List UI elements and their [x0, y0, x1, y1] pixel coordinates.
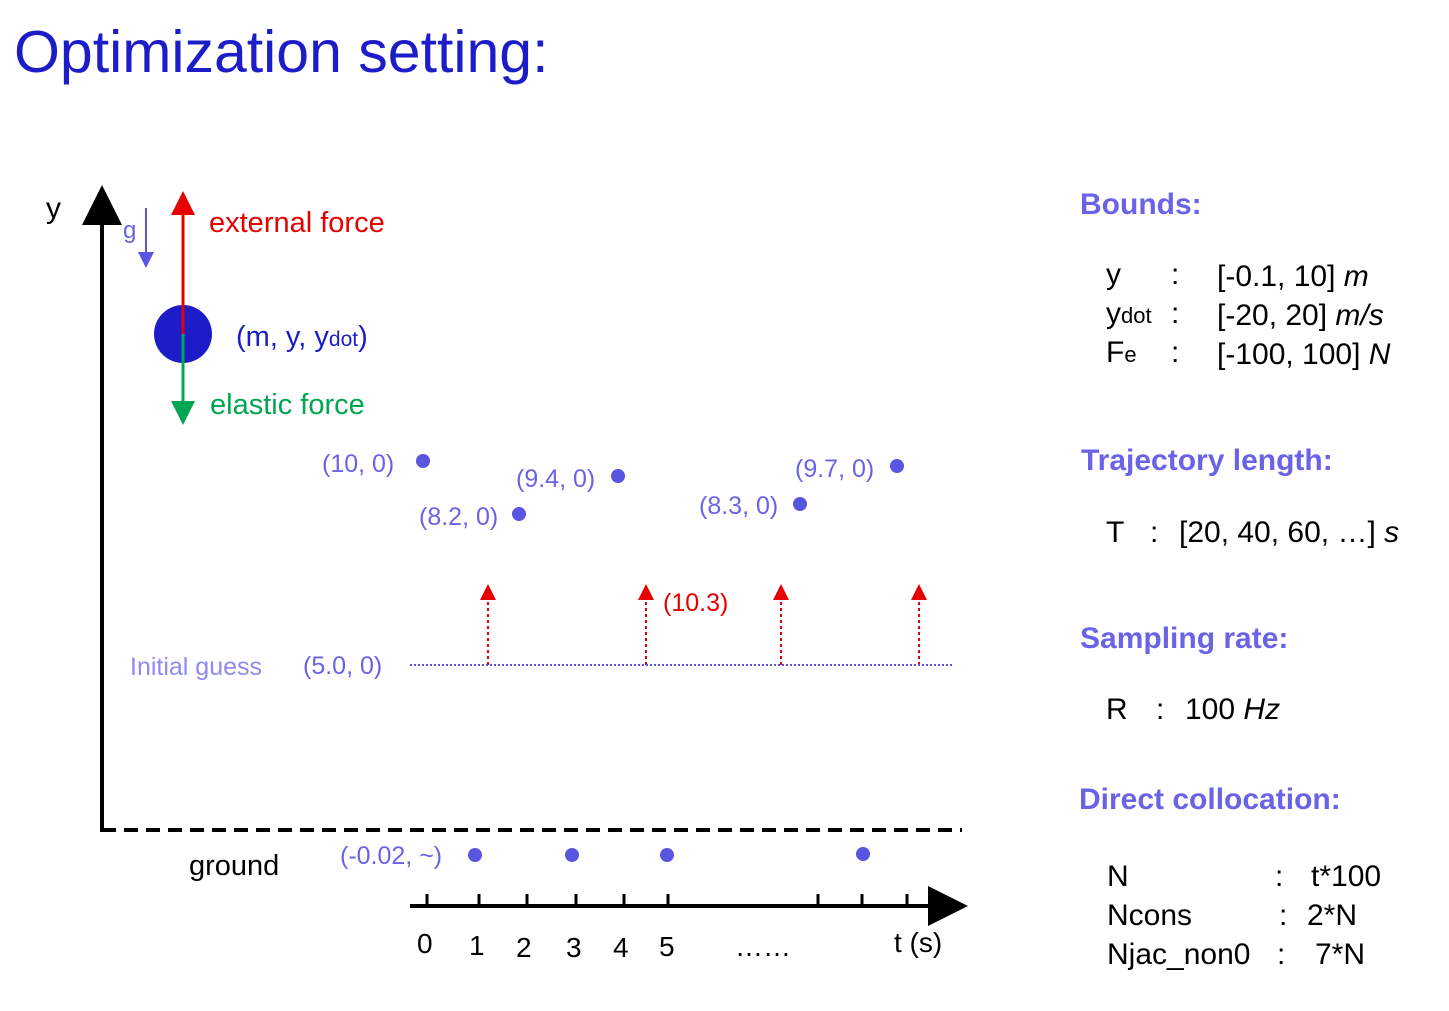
- sampling-name: R: [1106, 693, 1128, 726]
- state-label-end: ): [358, 321, 368, 353]
- initial-guess-label: Initial guess: [130, 653, 262, 681]
- sampling-unit: Hz: [1243, 693, 1281, 726]
- bound-range-y: [-0.1, 10] m: [1217, 260, 1369, 294]
- sampling-value-row: 100 Hz: [1185, 693, 1280, 727]
- time-axis-label: t (s): [894, 927, 942, 958]
- external-force-label: external force: [209, 207, 385, 239]
- point-label-5: (9.7, 0): [795, 455, 874, 483]
- bound-unit-y: m: [1343, 260, 1369, 293]
- collocation-value-ncons: 2*N: [1307, 899, 1358, 932]
- state-label-sub: dot: [329, 328, 358, 351]
- slide-title: Optimization setting:: [14, 19, 549, 85]
- collocation-colon-njac: :: [1277, 938, 1286, 971]
- trajectory-colon: :: [1150, 516, 1159, 549]
- bound-row-y: y: [1106, 258, 1121, 292]
- ground-point-2: [565, 848, 579, 862]
- state-label: (m, y, ydot): [236, 321, 368, 353]
- point-dot-5: [890, 459, 904, 473]
- bound-range-ydot-value: [-20, 20]: [1217, 299, 1328, 332]
- point-dot-1: [416, 454, 430, 468]
- bound-range-fe: [-100, 100] N: [1217, 338, 1390, 372]
- elastic-force-label: elastic force: [210, 389, 365, 421]
- point-label-4: (8.3, 0): [699, 492, 778, 520]
- initial-guess-value: (5.0, 0): [303, 652, 382, 680]
- collocation-colon-ncons: :: [1279, 899, 1288, 932]
- y-axis-label: y: [46, 192, 61, 225]
- point-dot-4: [793, 497, 807, 511]
- trajectory-value: [20, 40, 60, …]: [1179, 516, 1376, 549]
- trajectory-name: T: [1106, 516, 1125, 549]
- gravity-label: g: [123, 217, 136, 244]
- sampling-heading: Sampling rate:: [1080, 622, 1289, 655]
- bound-name-fe: F: [1106, 336, 1125, 369]
- time-tick-label-5: 5: [659, 931, 675, 962]
- collocation-value-njac: 7*N: [1315, 938, 1366, 971]
- bound-name-ydot: y: [1106, 297, 1121, 330]
- time-tick-label-0: 0: [417, 928, 433, 959]
- collocation-name-njac: Njac_non0: [1107, 938, 1251, 971]
- bound-row-fe: Fe: [1106, 336, 1137, 370]
- point-label-1: (10, 0): [322, 450, 394, 478]
- collocation-name-n: N: [1107, 860, 1129, 893]
- bound-colon-fe: :: [1171, 336, 1180, 369]
- point-label-3: (8.2, 0): [419, 503, 498, 531]
- ground-point-1: [468, 848, 482, 862]
- bound-row-ydot: ydot: [1106, 297, 1152, 331]
- bound-unit-fe: N: [1368, 338, 1391, 371]
- ground-point-3: [660, 848, 674, 862]
- force-value-label: (10.3): [663, 589, 728, 617]
- sampling-value: 100: [1185, 693, 1236, 726]
- bound-range-fe-value: [-100, 100]: [1217, 338, 1361, 371]
- bound-colon-y: :: [1171, 258, 1180, 291]
- state-label-main: (m, y, y: [236, 321, 329, 353]
- collocation-name-ncons: Ncons: [1107, 899, 1193, 932]
- time-tick-label-1: 1: [469, 930, 485, 961]
- physics-diagram: y g external force elastic force (m, y, …: [46, 185, 968, 963]
- collocation-heading: Direct collocation:: [1079, 783, 1341, 816]
- bound-range-y-value: [-0.1, 10]: [1217, 260, 1336, 293]
- point-dot-2: [611, 469, 625, 483]
- time-tick-label-2: 2: [516, 932, 532, 963]
- time-tick-label-3: 3: [566, 932, 582, 963]
- ground-point-4: [856, 847, 870, 861]
- bound-colon-ydot: :: [1171, 297, 1180, 330]
- time-axis-ticks: [425, 894, 909, 906]
- sampling-colon: :: [1156, 693, 1165, 726]
- bound-sub-fe: e: [1124, 342, 1137, 367]
- collocation-value-n: t*100: [1311, 860, 1382, 893]
- point-label-2: (9.4, 0): [516, 465, 595, 493]
- trajectory-heading: Trajectory length:: [1081, 444, 1333, 477]
- bound-range-ydot: [-20, 20] m/s: [1217, 299, 1384, 333]
- ground-point-label: (-0.02, ~): [340, 842, 442, 870]
- bound-name-y: y: [1106, 258, 1121, 291]
- ground-label: ground: [189, 850, 279, 882]
- collocation-colon-n: :: [1275, 860, 1284, 893]
- time-tick-label-4: 4: [613, 932, 629, 963]
- point-dot-3: [512, 507, 526, 521]
- bound-sub-ydot: dot: [1121, 303, 1152, 328]
- bounds-heading: Bounds:: [1080, 188, 1202, 221]
- trajectory-unit: s: [1384, 516, 1400, 549]
- trajectory-value-row: [20, 40, 60, …] s: [1179, 516, 1399, 550]
- bound-unit-ydot: m/s: [1335, 299, 1384, 332]
- time-ellipsis: ……: [735, 931, 791, 962]
